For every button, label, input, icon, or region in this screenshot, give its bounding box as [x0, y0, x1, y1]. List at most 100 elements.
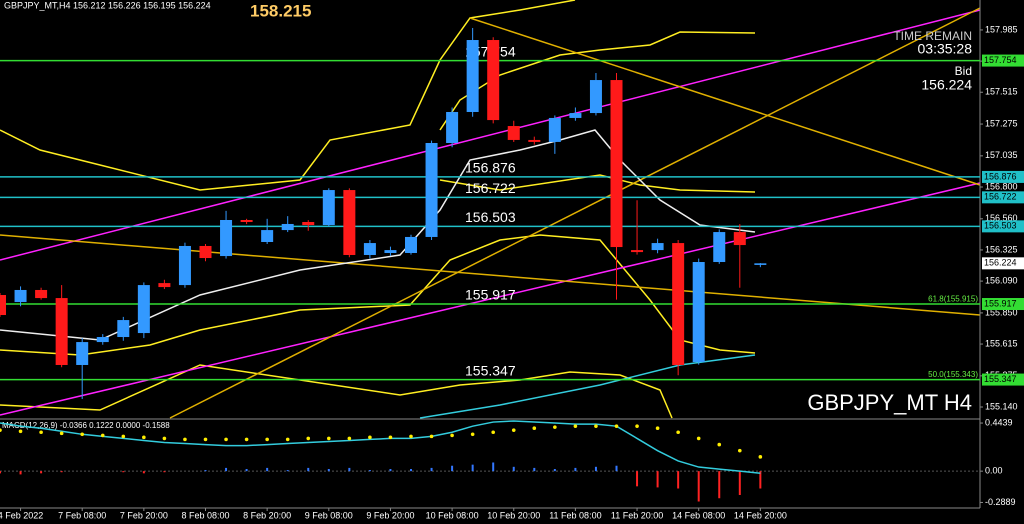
- y-tick-label: 157.985: [985, 24, 1018, 34]
- price-box-label: 156.224: [984, 258, 1017, 268]
- signal-dot: [573, 424, 578, 428]
- signal-dot: [244, 437, 249, 442]
- candle-body: [672, 243, 685, 365]
- macd-line: [0, 420, 761, 474]
- time-remain: 03:35:28: [918, 41, 973, 57]
- signal-dot: [142, 435, 146, 440]
- candle-body: [281, 223, 294, 231]
- y-tick-label: 157.515: [985, 87, 1018, 97]
- moving-average: [0, 129, 756, 341]
- trend-line: [0, 9, 981, 261]
- level-box-label: 157.754: [984, 55, 1017, 65]
- candle-body: [754, 263, 767, 265]
- signal-dot: [553, 425, 557, 429]
- bid: 156.224: [921, 77, 972, 93]
- candle-body: [425, 143, 438, 237]
- x-tick-label: 10 Feb 08:00: [426, 510, 479, 520]
- level-label: 155.917: [465, 287, 516, 303]
- candle-body: [569, 113, 582, 118]
- signal-dot: [758, 455, 763, 459]
- signal-dot: [265, 437, 269, 442]
- candle-body: [446, 111, 459, 143]
- candle-body: [610, 80, 623, 248]
- y-tick-label: -0.2889: [985, 497, 1016, 507]
- candle-body: [487, 40, 500, 121]
- candle-body: [528, 139, 541, 142]
- candle-body: [96, 337, 109, 343]
- signal-dot: [162, 436, 167, 441]
- candle-body: [507, 126, 520, 140]
- candle-body: [0, 295, 6, 316]
- candle-body: [466, 40, 479, 112]
- signal-dot: [80, 432, 84, 437]
- trend-line: [169, 7, 981, 419]
- x-tick-label: 7 Feb 08:00: [58, 510, 106, 520]
- level-box-label: 155.347: [984, 374, 1017, 384]
- signal-dot: [738, 448, 742, 453]
- candle-body: [548, 117, 561, 142]
- candle-body: [322, 190, 335, 226]
- candle-body: [220, 220, 233, 257]
- signal-dot: [614, 424, 619, 428]
- y-tick-label: 156.325: [985, 244, 1018, 254]
- x-tick-label: 14 Feb 20:00: [734, 510, 787, 520]
- signal-dot: [532, 426, 537, 431]
- level-label: 155.347: [465, 362, 516, 378]
- y-tick-label: 155.615: [985, 338, 1018, 348]
- level-box-label: 155.917: [984, 298, 1017, 308]
- level-box-label: 156.722: [984, 192, 1017, 202]
- x-tick-label: 7 Feb 20:00: [120, 510, 168, 520]
- y-tick-label: 156.090: [985, 275, 1018, 285]
- x-tick-label: 14 Feb 08:00: [672, 510, 725, 520]
- time-remain-label: TIME REMAIN: [893, 29, 972, 43]
- signal-dot: [327, 436, 331, 441]
- signal-dot: [121, 434, 126, 439]
- x-tick-label: 10 Feb 20:00: [487, 510, 540, 520]
- signal-dot: [183, 437, 187, 442]
- x-tick-label: 9 Feb 20:00: [366, 510, 414, 520]
- trend-line: [0, 234, 981, 316]
- signal-dot: [429, 434, 434, 439]
- signal-dot: [0, 428, 2, 432]
- signal-dot: [655, 426, 660, 431]
- candle-body: [158, 283, 171, 288]
- candle-body: [405, 236, 417, 253]
- candle-body: [384, 250, 397, 253]
- candle-body: [240, 220, 253, 222]
- candle-body: [713, 232, 726, 263]
- candle-body: [178, 245, 191, 286]
- candle-body: [631, 250, 644, 253]
- y-tick-label: 157.035: [985, 150, 1018, 160]
- y-tick-label: 155.140: [985, 401, 1018, 411]
- level-box-label: 156.503: [984, 221, 1017, 231]
- candle-body: [343, 190, 356, 255]
- signal-dot: [347, 436, 352, 441]
- y-tick-label: 156.560: [985, 213, 1018, 223]
- chart-title: GBPJPY_MT H4: [807, 390, 972, 415]
- indicators: [0, 0, 981, 419]
- level-box: [982, 220, 1024, 233]
- signal-dot: [717, 442, 722, 447]
- x-tick-label: 11 Feb 08:00: [549, 510, 601, 520]
- candle-body: [733, 232, 746, 246]
- level-label: 156.722: [465, 180, 516, 196]
- signal-dot: [100, 433, 105, 438]
- candle-body: [137, 285, 150, 334]
- header: GBPJPY_MT,H4 156.212 156.226 156.195 156…: [4, 0, 211, 10]
- level-box: [982, 191, 1024, 204]
- y-tick-label: 157.275: [985, 118, 1018, 128]
- x-tick-label: 8 Feb 08:00: [181, 510, 229, 520]
- signal-dot: [224, 437, 228, 442]
- level-box-label: 156.876: [984, 171, 1017, 181]
- moving-average: [419, 354, 756, 419]
- level-label: 156.876: [465, 160, 516, 176]
- y-tick-label: 155.850: [985, 307, 1018, 317]
- y-tick-label: 156.800: [985, 181, 1018, 191]
- level-box: [982, 298, 1024, 311]
- signal-dot: [39, 430, 43, 435]
- level-box: [982, 373, 1024, 386]
- high-label: 158.215: [250, 1, 311, 20]
- signal-dot: [594, 424, 598, 428]
